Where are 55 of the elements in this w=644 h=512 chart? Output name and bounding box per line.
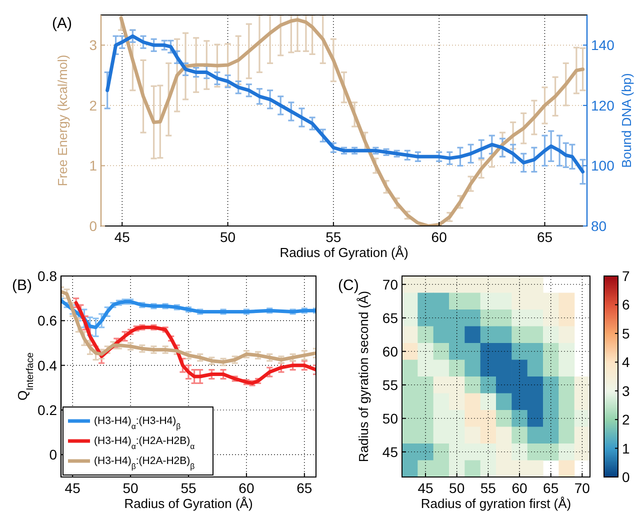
chart-title: (A) — [52, 15, 72, 32]
x-tick-label: 60 — [512, 480, 528, 496]
x-tick-label: 55 — [180, 480, 196, 496]
y-tick-label: 55 — [382, 376, 398, 393]
color-bar-label: 5 — [622, 325, 630, 342]
x-tick-label: 50 — [220, 229, 236, 245]
x-tick-label: 65 — [543, 480, 559, 496]
color-bar-label: 1 — [622, 440, 630, 456]
x-tick-label: 50 — [449, 480, 465, 496]
y-axis-title: Radius of gyration second (Å) — [356, 290, 371, 462]
x-axis-title: Radius of Gyration (Å) — [280, 245, 408, 260]
x-tick-label: 45 — [64, 480, 81, 496]
color-bar-label: 2 — [622, 412, 630, 428]
x-tick-label: 45 — [418, 480, 434, 496]
y-tick-label: 3 — [89, 37, 98, 54]
x-tick-label: 55 — [326, 229, 342, 245]
x-tick-label: 60 — [238, 480, 254, 496]
color-bar-label: 3 — [622, 382, 630, 399]
legend-label: (H3-H4)$_{β}$:(H2A-H2B)$_{β}$ — [94, 455, 196, 470]
legend-label: (H3-H4)$_{α}$:(H2A-H2B)$_{α}$ — [94, 435, 196, 450]
y-tick-label: 1 — [89, 158, 98, 174]
y-axis-title: Free Energy (kcal/mol) — [55, 54, 70, 186]
x-axis-title: Radius of Gyration (Å) — [124, 496, 253, 511]
chart-title: (B) — [12, 277, 32, 294]
y-tick-label: 0.8 — [38, 268, 58, 284]
y-tick-label: 50 — [382, 410, 398, 426]
color-bar-label: 7 — [622, 268, 630, 284]
x-axis-title: Radius of gyration first (Å) — [420, 496, 572, 511]
y-tick-label: 0 — [89, 218, 98, 234]
y-tick-label: 70 — [382, 276, 398, 292]
color-bar-label: 6 — [622, 296, 630, 313]
color-bar-label: 0 — [622, 469, 630, 485]
x-tick-label: 65 — [536, 229, 553, 245]
chart-title: (C) — [338, 277, 359, 294]
x-tick-label: 65 — [296, 480, 312, 496]
y-tick-label: 65 — [382, 310, 398, 326]
x-tick-label: 50 — [122, 480, 139, 496]
x-tick-label: 70 — [574, 480, 590, 496]
y2-axis-title: Bound DNA (bp) — [619, 73, 634, 168]
y-tick-label: 45 — [382, 444, 398, 460]
y-tick-label: 0.2 — [38, 402, 58, 418]
x-tick-label: 60 — [431, 229, 448, 245]
y-tick-label: 0.4 — [38, 357, 58, 374]
y2-tick-label: 120 — [591, 97, 615, 114]
y2-tick-label: 80 — [591, 218, 607, 234]
y2-tick-label: 140 — [591, 37, 615, 54]
y-tick-label: 60 — [382, 343, 398, 360]
y-tick-label: 0 — [49, 446, 58, 463]
color-bar-label: 4 — [622, 354, 630, 370]
y2-tick-label: 100 — [591, 158, 615, 174]
y-tick-label: 2 — [89, 97, 98, 114]
y-tick-label: 0.6 — [38, 312, 58, 329]
x-tick-label: 45 — [114, 229, 130, 245]
x-tick-label: 55 — [480, 480, 496, 496]
legend-label: (H3-H4)$_{α}$:(H3-H4)$_{β}$ — [94, 415, 182, 430]
